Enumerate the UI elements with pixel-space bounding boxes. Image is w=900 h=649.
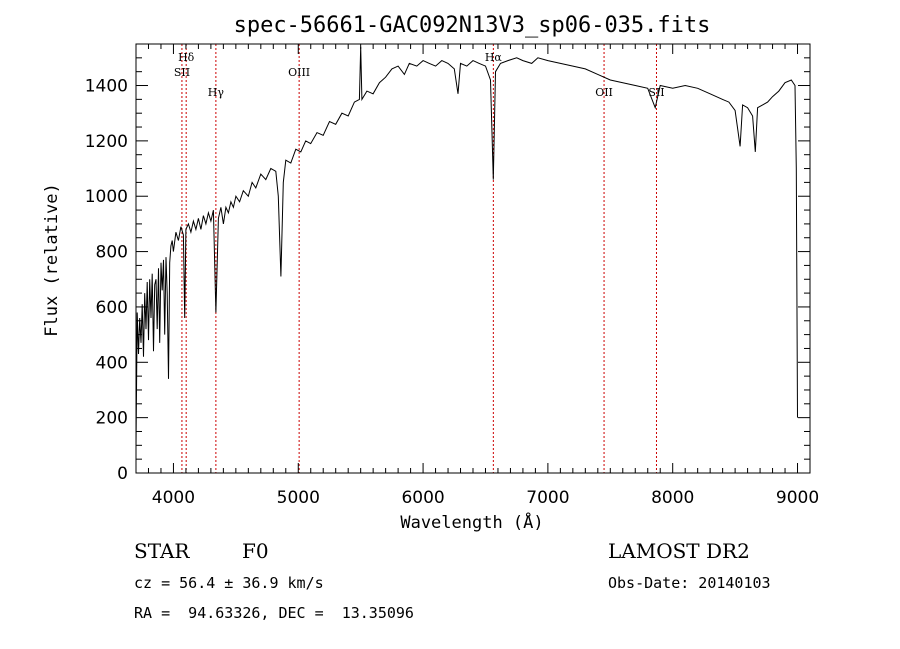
plot-frame xyxy=(135,43,811,474)
object-class: STAR xyxy=(134,539,190,563)
coordinates: RA = 94.63326, DEC = 13.35096 xyxy=(134,604,414,622)
redshift-value: cz = 56.4 ± 36.9 km/s xyxy=(134,574,324,592)
spectral-line-label: Hα xyxy=(485,51,503,64)
axis-ticks: 4000 5000 6000 7000 8000 9000 0 200 400 600 800 100… xyxy=(85,43,819,508)
y-tick-label: 1200 xyxy=(85,132,128,152)
spectrum-line xyxy=(135,46,798,449)
spectral-line-label: Hγ xyxy=(208,86,225,99)
x-tick-label: 6000 xyxy=(401,488,444,508)
survey-name: LAMOST DR2 xyxy=(608,539,750,563)
spectral-subclass: F0 xyxy=(242,539,269,563)
x-tick-label: 5000 xyxy=(277,488,320,508)
y-axis-label: Flux (relative) xyxy=(42,183,62,337)
chart-title: spec-56661-GAC092N13V3_sp06-035.fits xyxy=(234,13,711,38)
spectral-line-label: OII xyxy=(595,86,613,99)
x-tick-label: 4000 xyxy=(152,488,195,508)
y-tick-label: 600 xyxy=(96,298,128,318)
y-tick-label: 800 xyxy=(96,243,128,263)
y-tick-label: 400 xyxy=(96,353,128,373)
x-tick-label: 7000 xyxy=(526,488,569,508)
spectral-line-markers: Hδ SII Hγ OIII Hα OII SII xyxy=(174,44,665,473)
x-tick-label: 8000 xyxy=(651,488,694,508)
spectral-line-label: OIII xyxy=(288,66,310,79)
y-tick-label: 1400 xyxy=(85,77,128,97)
y-tick-label: 0 xyxy=(117,464,128,484)
observation-date: Obs-Date: 20140103 xyxy=(608,574,771,592)
spectral-line-label: SII xyxy=(174,66,190,79)
x-axis-label: Wavelength (Å) xyxy=(400,511,543,533)
y-tick-label: 200 xyxy=(96,409,128,429)
spectral-line-label: SII xyxy=(648,86,664,99)
x-tick-label: 9000 xyxy=(776,488,819,508)
spectral-line-label: Hδ xyxy=(178,51,195,64)
y-tick-label: 1000 xyxy=(85,187,128,207)
